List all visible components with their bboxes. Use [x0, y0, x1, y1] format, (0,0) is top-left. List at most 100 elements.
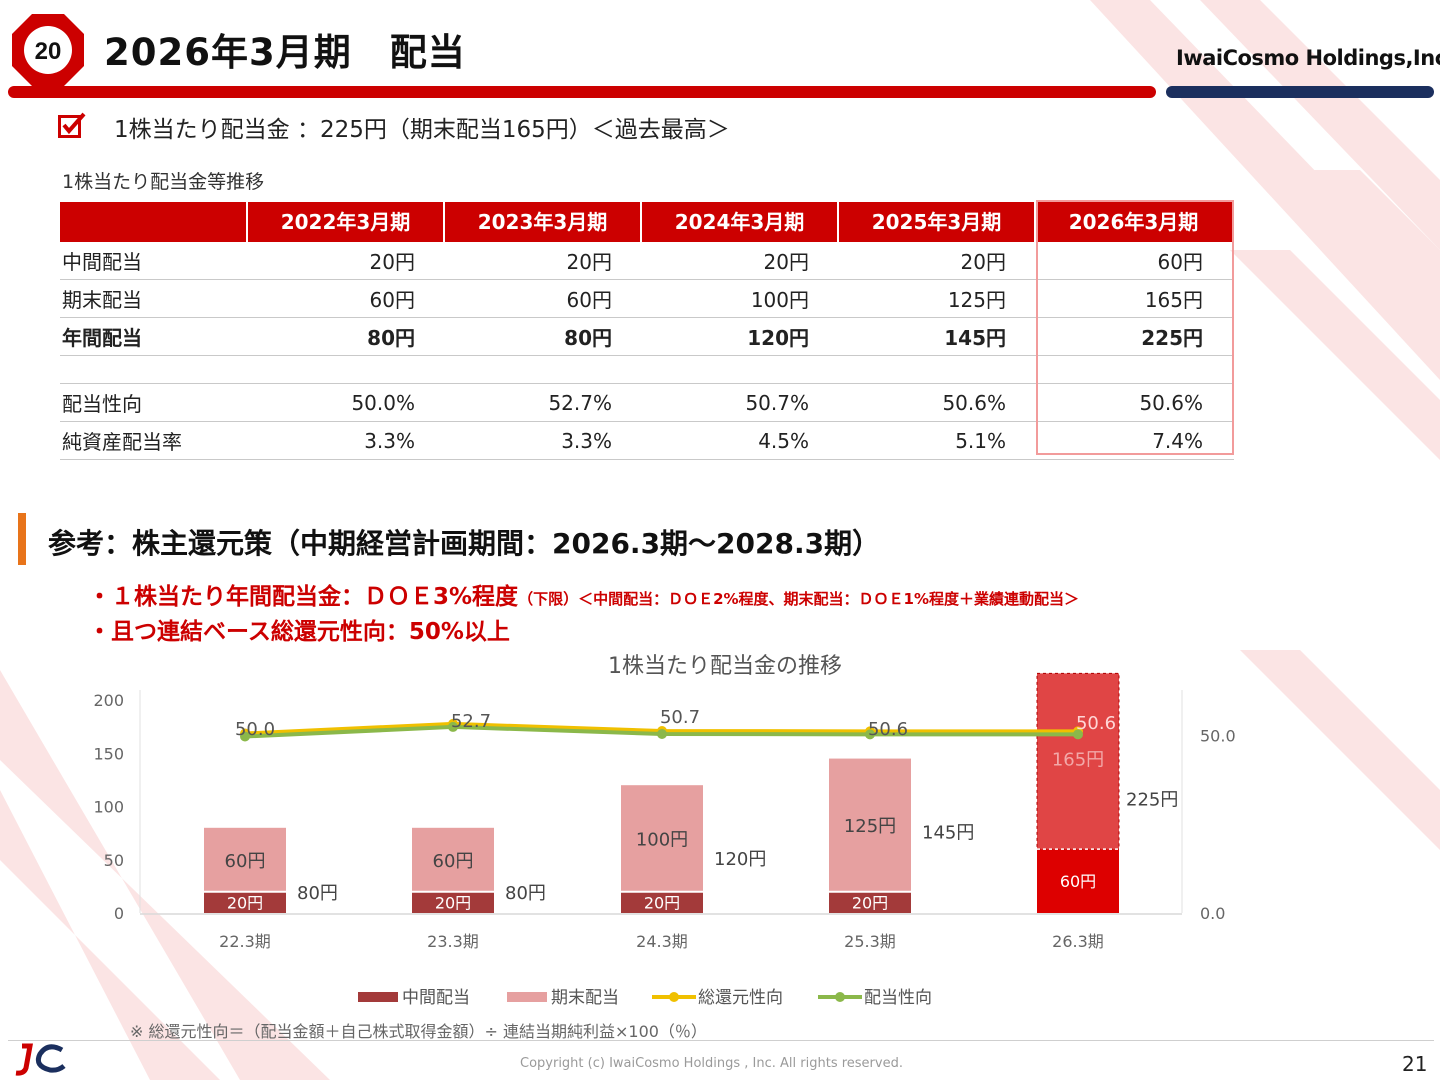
table-cell: 7.4% — [1152, 428, 1203, 453]
table-row-doe: 純資産配当率 3.3% 3.3% 4.5% 5.1% 7.4% — [60, 422, 1234, 460]
bar-label-year-end: 100円 — [636, 829, 688, 850]
footnote: ※ 総還元性向＝（配当金額＋自己株式取得金額）÷ 連結当期純利益×100（％） — [130, 1022, 707, 1041]
bar-label-year-end: 60円 — [433, 851, 474, 872]
bar-label-interim: 60円 — [1060, 872, 1096, 891]
jc-logo-icon — [15, 1043, 66, 1076]
x-tick-label: 22.3期 — [219, 932, 271, 951]
table-cell: 3.3% — [364, 428, 415, 453]
row-label: 配当性向 — [62, 392, 142, 416]
bar-interim — [1037, 849, 1119, 913]
policy-bullet-doe-note: （下限）＜中間配当：ＤＯＥ2%程度、期末配当：ＤＯＥ1%程度＋業績連動配当＞ — [518, 590, 1079, 608]
ratio-label: 50.6 — [1076, 713, 1116, 734]
table-cell: 165円 — [1144, 288, 1203, 312]
table-cell: 225円 — [1141, 326, 1203, 350]
table-cell: 20円 — [763, 250, 809, 274]
bar-label-total: 80円 — [297, 883, 338, 904]
footer-rule — [8, 1040, 1434, 1041]
section-accent-bar — [18, 513, 26, 565]
dividend-table: 2022年3月期 2023年3月期 2024年3月期 2025年3月期 2026… — [60, 202, 1234, 460]
policy-bullet-doe-main: ・１株当たり年間配当金：ＤＯＥ3%程度 — [88, 584, 519, 610]
x-tick-label: 25.3期 — [844, 932, 896, 951]
bar-label-interim: 20円 — [852, 893, 888, 912]
bar-interim — [204, 891, 286, 913]
row-label: 純資産配当率 — [62, 430, 182, 454]
x-tick-label: 26.3期 — [1052, 932, 1104, 951]
row-label: 年間配当 — [62, 326, 142, 350]
section-title: 参考：株主還元策（中期経営計画期間：2026.3期～2028.3期） — [48, 527, 881, 560]
table-header-cell: 2025年3月期 — [837, 202, 1034, 242]
table-cell: 60円 — [1157, 250, 1203, 274]
bar-year-end — [829, 758, 911, 892]
bar-label-year-end: 165円 — [1052, 749, 1104, 770]
bar-year-end — [412, 827, 494, 892]
ratio-label: 50.0 — [235, 719, 275, 740]
table-cell: 50.6% — [942, 390, 1006, 415]
table-cell: 20円 — [960, 250, 1006, 274]
y-left-tick-label: 150 — [93, 744, 124, 763]
x-tick-label: 24.3期 — [636, 932, 688, 951]
bar-interim — [412, 891, 494, 913]
bar-label-interim: 20円 — [227, 893, 263, 912]
legend-swatch-marker — [835, 992, 845, 1002]
table-cell: 125円 — [947, 288, 1006, 312]
bar-label-year-end: 60円 — [225, 851, 266, 872]
row-label: 中間配当 — [62, 250, 142, 274]
ratio-label: 52.7 — [451, 711, 491, 732]
table-cell: 145円 — [944, 326, 1006, 350]
bar-year-end — [204, 827, 286, 892]
y-left-tick-label: 0 — [114, 904, 124, 923]
table-row-year-end: 期末配当 60円 60円 100円 125円 165円 — [60, 280, 1234, 318]
table-cell: 120円 — [747, 326, 809, 350]
payout-point — [448, 721, 458, 732]
table-header-cell: 2024年3月期 — [640, 202, 837, 242]
table-cell: 52.7% — [548, 390, 612, 415]
legend-label: 配当性向 — [864, 988, 932, 1008]
policy-bullet-total-return: ・且つ連結ベース総還元性向：50%以上 — [88, 619, 510, 645]
table-row-annual: 年間配当 80円 80円 120円 145円 225円 — [60, 318, 1234, 356]
header-rule-navy — [1166, 86, 1434, 98]
row-label: 期末配当 — [62, 288, 142, 312]
ratio-label: 50.6 — [868, 719, 908, 740]
legend-label: 中間配当 — [402, 988, 470, 1008]
table-cell: 3.3% — [561, 428, 612, 453]
table-header-row: 2022年3月期 2023年3月期 2024年3月期 2025年3月期 2026… — [60, 202, 1234, 242]
x-tick-label: 23.3期 — [427, 932, 479, 951]
table-row-interim: 中間配当 20円 20円 20円 20円 60円 — [60, 242, 1234, 280]
payout-point — [657, 729, 667, 740]
policy-bullet-doe: ・１株当たり年間配当金：ＤＯＥ3%程度（下限）＜中間配当：ＤＯＥ2%程度、期末配… — [88, 577, 1079, 611]
table-cell: 20円 — [369, 250, 415, 274]
table-cell: 80円 — [367, 326, 415, 350]
table-header-cell: 2026年3月期 — [1034, 202, 1231, 242]
table-row-payout-ratio: 配当性向 50.0% 52.7% 50.7% 50.6% 50.6% — [60, 384, 1234, 422]
company-logo-text: IwaiCosmo Holdings,Inc. — [1176, 46, 1440, 70]
bar-year-end — [621, 785, 703, 892]
current-period-highlight — [1036, 200, 1234, 455]
table-header-cell: 2022年3月期 — [246, 202, 443, 242]
bar-label-total: 225円 — [1126, 789, 1178, 810]
table-cell: 50.7% — [745, 390, 809, 415]
header-rule-red — [8, 86, 1156, 98]
bar-label-total: 120円 — [714, 849, 766, 870]
bar-label-interim: 20円 — [435, 893, 471, 912]
bar-label-interim: 20円 — [644, 893, 680, 912]
payout-point — [865, 729, 875, 740]
bar-interim — [621, 891, 703, 913]
legend-swatch-bar — [358, 992, 398, 1002]
payout-point — [240, 731, 250, 742]
table-header-cell: 2023年3月期 — [443, 202, 640, 242]
bar-label-total: 80円 — [505, 883, 546, 904]
table-cell: 20円 — [566, 250, 612, 274]
table-row-spacer — [60, 356, 1234, 384]
bar-year-end — [1036, 672, 1120, 850]
table-cell: 50.6% — [1139, 390, 1203, 415]
table-cell: 50.0% — [351, 390, 415, 415]
bar-label-total: 145円 — [922, 823, 974, 844]
y-left-tick-label: 100 — [93, 798, 124, 817]
copyright: Copyright (c) IwaiCosmo Holdings , Inc. … — [520, 1056, 903, 1071]
badge-number: 20 — [35, 38, 62, 65]
ratio-label: 50.7 — [660, 707, 700, 728]
legend-label: 期末配当 — [551, 988, 619, 1008]
table-cell: 60円 — [369, 288, 415, 312]
legend-swatch-bar — [507, 992, 547, 1002]
